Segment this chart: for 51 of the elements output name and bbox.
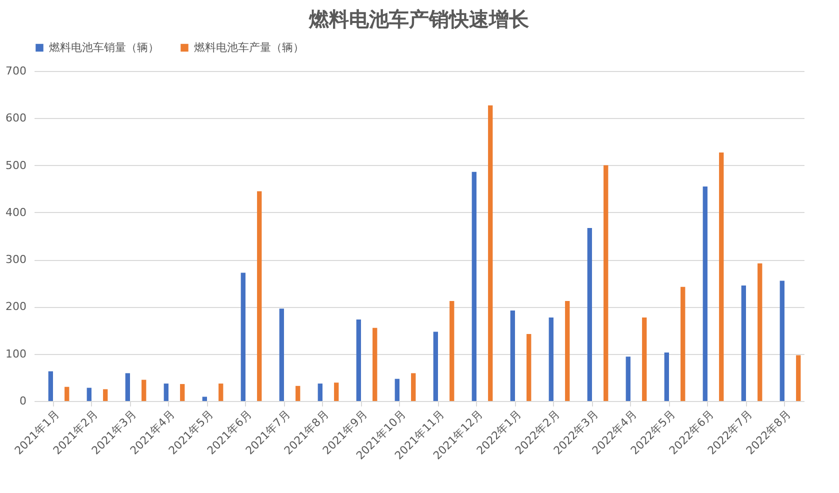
bar	[548, 318, 554, 401]
bar	[565, 301, 570, 401]
bar	[240, 272, 246, 401]
bar	[488, 105, 493, 401]
bar	[642, 318, 647, 401]
bar	[296, 386, 300, 401]
y-tick-label: 700	[6, 64, 26, 78]
bar	[48, 371, 53, 401]
bar	[257, 191, 262, 401]
bar	[356, 319, 361, 401]
bar	[796, 355, 801, 401]
bar	[626, 356, 630, 401]
bar	[526, 334, 532, 401]
bar	[164, 384, 168, 401]
bar	[64, 386, 70, 401]
bar	[372, 328, 378, 401]
bar	[279, 308, 284, 401]
bar	[780, 280, 784, 401]
legend-label: 燃料电池车产量（辆）	[194, 40, 304, 54]
bar	[103, 389, 108, 401]
bar	[394, 378, 400, 401]
bar	[334, 382, 339, 401]
chart-title: 燃料电池车产销快速增长	[308, 7, 530, 31]
y-tick-label: 400	[6, 206, 26, 219]
bar	[218, 384, 224, 401]
bar	[472, 172, 476, 401]
bar	[587, 228, 592, 401]
bar	[741, 286, 746, 401]
bar	[125, 373, 130, 401]
bar	[202, 396, 207, 401]
bar	[86, 388, 92, 401]
legend-label: 燃料电池车销量（辆）	[49, 40, 159, 54]
y-tick-label: 500	[6, 158, 26, 172]
bar	[758, 263, 762, 401]
bar	[664, 352, 669, 401]
bar	[180, 384, 185, 401]
y-tick-label: 600	[6, 112, 26, 125]
bar	[433, 332, 438, 401]
bar	[702, 186, 708, 401]
bar	[142, 380, 146, 401]
bar	[411, 373, 416, 401]
y-tick-label: 100	[6, 347, 26, 360]
bar	[318, 384, 322, 401]
bar	[680, 286, 686, 401]
bar	[510, 310, 515, 401]
bar	[604, 165, 608, 401]
y-tick-label: 300	[6, 253, 26, 266]
y-tick-label: 200	[6, 300, 26, 314]
bar	[719, 152, 724, 401]
y-tick-label: 0	[20, 394, 26, 408]
bar	[450, 301, 454, 401]
